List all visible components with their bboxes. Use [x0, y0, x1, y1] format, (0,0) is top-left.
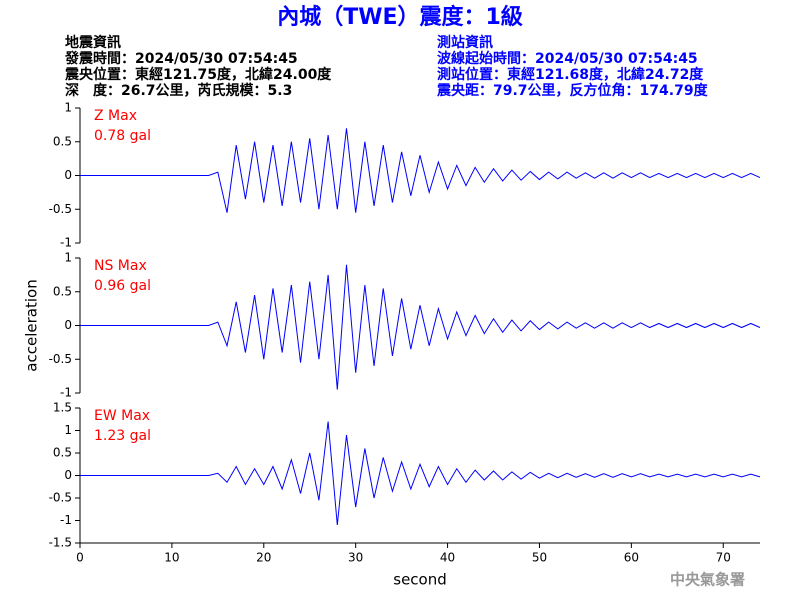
x-tick-label: 0 [76, 551, 84, 565]
info-line: 深 度：26.7公里，芮氏規模：5.3 [65, 82, 292, 99]
panel-label: Z Max [94, 108, 137, 124]
station-info: 測站資訊 波線起始時間：2024/05/30 07:54:45 測站位置：東經1… [436, 34, 709, 99]
y-tick-label: 0 [64, 168, 72, 182]
x-tick-label: 10 [164, 551, 179, 565]
y-tick-label: -1.5 [49, 536, 72, 550]
title: 內城（TWE）震度：1級 [277, 4, 523, 30]
y-axis-label: acceleration [23, 279, 41, 371]
y-tick-label: 0 [64, 318, 72, 332]
info-line: 地震資訊 [65, 34, 121, 51]
y-tick-label: 0.5 [53, 284, 72, 298]
x-axis-label: second [393, 571, 447, 589]
y-tick-label: -1 [60, 236, 72, 250]
y-tick-label: 1 [64, 101, 72, 115]
x-tick-label: 50 [532, 551, 547, 565]
y-tick-label: 0.5 [53, 134, 72, 148]
panel-label: EW Max [94, 408, 150, 424]
panel-label: 0.78 gal [94, 128, 151, 144]
y-tick-label: 0.5 [53, 446, 72, 460]
info-line: 波線起始時間：2024/05/30 07:54:45 [437, 50, 698, 67]
info-line: 測站資訊 [437, 34, 493, 51]
y-tick-label: 1 [64, 251, 72, 265]
waveform [80, 128, 761, 213]
x-tick-label: 70 [716, 551, 731, 565]
panel-label: 1.23 gal [94, 428, 151, 444]
waveform [80, 421, 761, 526]
event-info: 地震資訊 發震時間：2024/05/30 07:54:45 震央位置：東經121… [64, 34, 332, 99]
info-line: 測站位置：東經121.68度，北緯24.72度 [437, 66, 704, 83]
y-tick-label: 0 [64, 468, 72, 482]
info-line: 震央距：79.7公里，反方位角：174.79度 [436, 82, 709, 99]
panel-label: 0.96 gal [94, 278, 151, 294]
info-line: 震央位置：東經121.75度，北緯24.00度 [64, 66, 332, 83]
y-tick-label: -0.5 [49, 202, 72, 216]
x-tick-label: 40 [440, 551, 455, 565]
info-line: 發震時間：2024/05/30 07:54:45 [64, 50, 298, 67]
x-tick-label: 30 [348, 551, 363, 565]
x-tick-label: 60 [624, 551, 639, 565]
y-tick-label: -1 [60, 513, 72, 527]
y-tick-label: -0.5 [49, 352, 72, 366]
x-tick-label: 20 [256, 551, 271, 565]
y-tick-label: 1 [64, 423, 72, 437]
footer: 中央氣象署 [670, 571, 745, 589]
y-tick-label: -1 [60, 386, 72, 400]
panel-label: NS Max [94, 258, 147, 274]
waveform [80, 264, 761, 390]
y-tick-label: 1.5 [53, 401, 72, 415]
y-tick-label: -0.5 [49, 491, 72, 505]
